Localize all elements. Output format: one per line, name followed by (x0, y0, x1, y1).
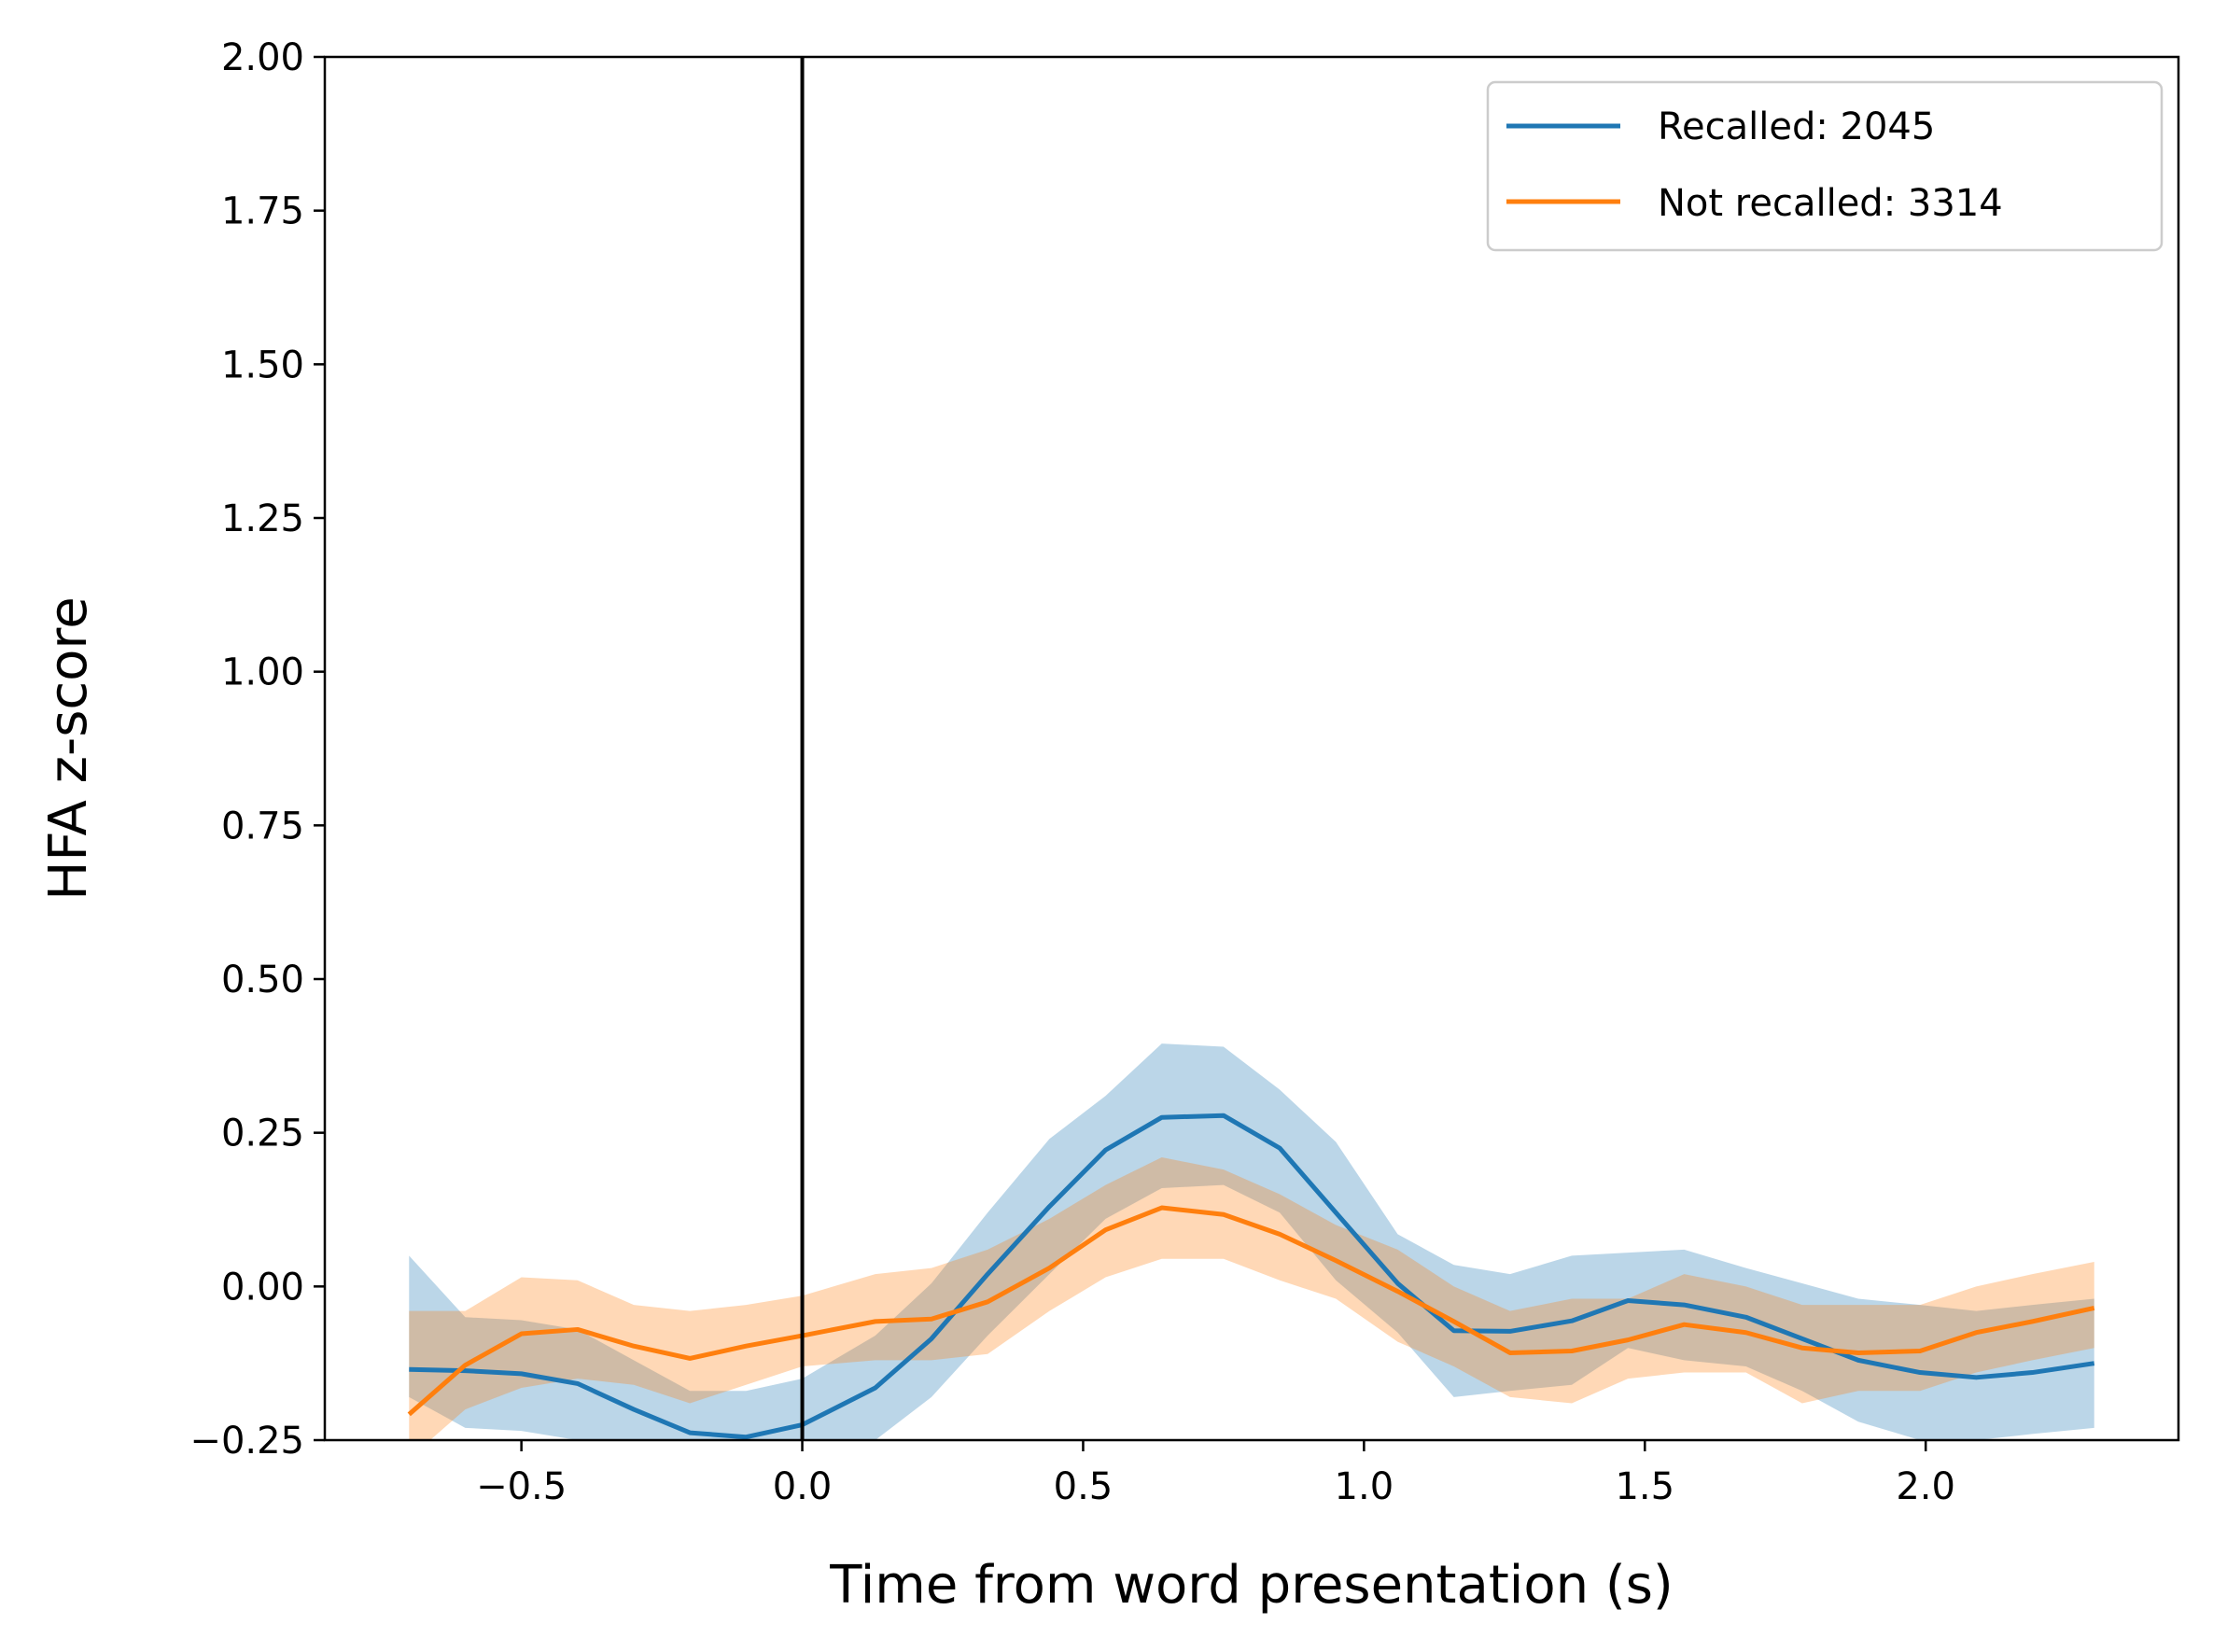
y-tick-label: 1.00 (221, 651, 304, 694)
x-tick-label: 0.5 (1054, 1465, 1114, 1508)
x-tick-label: 0.0 (773, 1465, 833, 1508)
plot-frame (323, 55, 2180, 1442)
band-not-recalled (409, 1157, 2094, 1440)
legend-label-recalled: Recalled: 2045 (1658, 105, 1935, 148)
y-tick-label: 2.00 (221, 36, 304, 79)
y-tick-label: 0.00 (221, 1266, 304, 1309)
series-line-not-recalled (407, 1205, 2095, 1417)
y-axis: −0.25 0.00 0.25 0.50 0.75 1.00 1.25 1.50 1.75 2.0… (189, 36, 325, 1463)
confidence-bands (409, 1043, 2094, 1440)
band-recalled (409, 1043, 2094, 1440)
x-axis: −0.5 0.0 0.5 1.0 1.5 2.0 (476, 1440, 1955, 1508)
y-tick-label: 0.50 (221, 959, 304, 1001)
legend-label-not-recalled: Not recalled: 3314 (1658, 182, 2003, 225)
y-axis-title: HFA z-score (38, 596, 99, 900)
x-tick-label: −0.5 (476, 1465, 567, 1508)
y-tick-label: 1.25 (221, 497, 304, 540)
series-line-recalled (409, 1113, 2095, 1440)
x-tick-label: 1.0 (1335, 1465, 1394, 1508)
x-tick-label: 2.0 (1896, 1465, 1955, 1508)
y-tick-label: 1.50 (221, 343, 304, 386)
x-axis-title: Time from word presentation (s) (829, 1555, 1674, 1616)
legend-box (1486, 80, 2164, 252)
x-tick-label: 1.5 (1615, 1465, 1674, 1508)
legend: Recalled: 2045 Not recalled: 3314 (1486, 80, 2164, 252)
y-tick-label: −0.25 (189, 1420, 304, 1463)
y-tick-label: 0.25 (221, 1113, 304, 1155)
y-tick-label: 1.75 (221, 190, 304, 233)
y-tick-label: 0.75 (221, 805, 304, 847)
series-lines (407, 1113, 2095, 1440)
